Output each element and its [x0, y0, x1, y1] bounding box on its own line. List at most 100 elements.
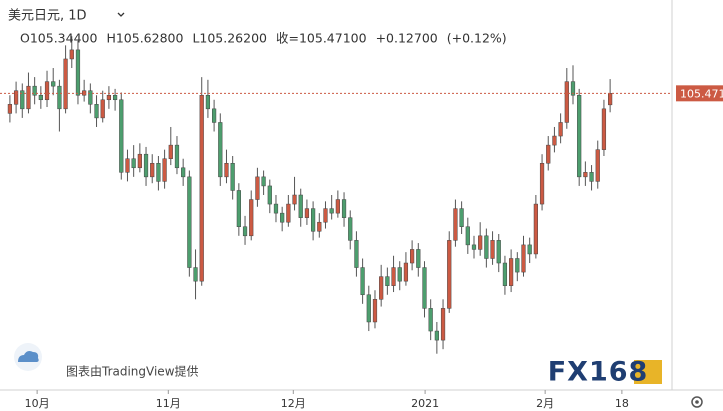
candle-body [372, 299, 378, 323]
candle-body [521, 244, 526, 273]
candle-body [13, 90, 19, 105]
candle-body [242, 226, 248, 237]
candle-body [391, 267, 396, 286]
candle-body [533, 203, 538, 255]
candle-body [490, 240, 495, 259]
candle-body [261, 176, 266, 187]
candle-body [181, 167, 186, 178]
candle-body [236, 190, 241, 227]
candle-body [552, 135, 557, 146]
ohlc-header-item: O105.34400 [20, 31, 97, 46]
candle-body [608, 93, 613, 106]
watermark-icon [14, 343, 42, 371]
plot-area [0, 36, 672, 354]
candle-body [69, 49, 74, 60]
candle-body [199, 94, 204, 282]
candle-body [422, 267, 427, 309]
candle-body [249, 199, 254, 237]
candle-body [459, 208, 464, 227]
ohlc-header: O105.34400 H105.62800 L105.26200 收=105.4710… [20, 31, 507, 46]
candle-body [224, 163, 229, 178]
candle-body [453, 208, 458, 241]
watermark: 图表由TradingView提供 [66, 364, 199, 379]
candle-body [546, 144, 551, 164]
candle-body [137, 153, 142, 169]
x-tick-label: 10月 [25, 397, 50, 410]
candle-body [38, 94, 43, 101]
candle-body [428, 308, 433, 332]
candle-body [434, 330, 439, 341]
candle-body [32, 85, 37, 96]
candle-body [273, 203, 279, 214]
candle-body [478, 235, 483, 250]
ohlc-header-item: +0.12700 [376, 31, 438, 46]
candle-body [44, 81, 50, 101]
candle-body [601, 108, 607, 150]
candle-body [570, 81, 576, 96]
x-tick-label: 12月 [281, 397, 306, 410]
candle-body [595, 149, 600, 182]
candle-body [354, 240, 359, 268]
candle-body [131, 158, 136, 169]
candle-body [583, 172, 588, 178]
candle-body [335, 199, 340, 214]
candle-body [509, 258, 514, 286]
candle-body [230, 163, 235, 191]
candle-body [125, 158, 130, 173]
candle-body [26, 85, 31, 110]
candle-body [63, 58, 68, 110]
candle-body [162, 158, 167, 182]
candle-body [150, 163, 155, 178]
candle-body [119, 99, 124, 173]
candle-body [465, 226, 470, 246]
candle-body [539, 163, 545, 205]
candle-body [205, 94, 211, 110]
candle-body [143, 153, 149, 178]
candle-body [94, 104, 99, 119]
ohlc-header-item: L105.26200 [192, 31, 267, 46]
dropdown-icon[interactable] [117, 12, 125, 17]
candle-body [193, 267, 198, 282]
candle-body [317, 221, 322, 232]
x-tick-label: 18 [615, 397, 629, 410]
x-tick-label: 11月 [156, 397, 181, 410]
candle-body [292, 194, 297, 205]
candle-body [447, 240, 452, 309]
candle-body [397, 267, 402, 282]
candle-body [112, 94, 118, 101]
candle-body [211, 108, 217, 123]
chart-title[interactable]: 美元日元, 1D [8, 9, 87, 24]
candle-body [57, 85, 62, 110]
candle-body [187, 176, 192, 268]
candle-body [255, 176, 260, 200]
candle-body [280, 212, 285, 223]
candle-body [527, 244, 532, 255]
candle-body [558, 122, 563, 137]
candle-body [88, 90, 93, 105]
candle-body [323, 208, 328, 223]
candle-body [100, 99, 105, 119]
candle-body [379, 276, 384, 300]
candle-body [329, 208, 334, 214]
settings-icon[interactable] [691, 396, 703, 408]
candle-body [51, 81, 56, 87]
candle-body [304, 208, 310, 218]
x-tick-label: 2021 [411, 397, 439, 410]
candle-body [564, 81, 569, 123]
ohlc-header-item: 收=105.47100 [276, 31, 367, 46]
candle-body [502, 262, 508, 286]
candle-body [267, 185, 272, 205]
candle-body [218, 122, 223, 178]
candle-body [310, 208, 316, 232]
candle-body [484, 235, 489, 259]
x-tick-label: 2月 [536, 397, 554, 410]
candle-body [416, 249, 421, 268]
logo: FX168 [548, 357, 649, 388]
candle-body [106, 94, 112, 101]
candle-body [366, 294, 371, 323]
candle-body [174, 144, 180, 169]
candle-body [20, 90, 25, 110]
candle-body [286, 203, 291, 223]
